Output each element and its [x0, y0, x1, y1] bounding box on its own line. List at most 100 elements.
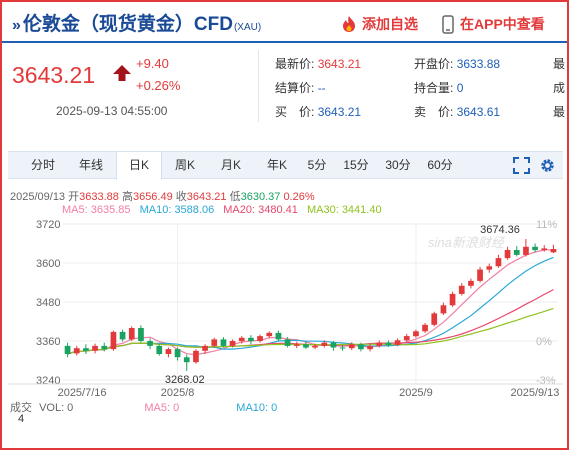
candle-body [257, 336, 263, 341]
quote-buy-value: 3643.21 [317, 105, 362, 119]
candle-body [477, 269, 483, 281]
candle-body [193, 350, 199, 363]
price-change: +9.40 [136, 56, 169, 71]
quote-latest: 最新价: 3643.21 [275, 55, 361, 72]
quote-latest-label: 最新价: [275, 57, 315, 71]
current-price: 3643.21 [12, 62, 96, 88]
candle-body [110, 331, 117, 350]
candle-body [440, 305, 447, 314]
y-tick-label: 3600 [36, 258, 60, 270]
candle-body [303, 344, 309, 348]
pct-tick-label: 0% [536, 336, 552, 348]
arrow-up-icon [113, 65, 131, 81]
add-watchlist-button[interactable]: 添加自选 [340, 13, 418, 35]
add-watchlist-label: 添加自选 [362, 16, 418, 32]
y-tick-label: 3360 [36, 336, 60, 348]
ohlc-open-label: 开 [68, 191, 80, 203]
candle-body [238, 337, 245, 342]
quote-extra-3: 最 [553, 105, 566, 119]
volume-label: 成交 [10, 402, 32, 414]
kline-chart-svg: 3720 11% 3600 3480 3360 0% 3240 -3% 2025/7/16 202… [8, 219, 563, 399]
candle-body [174, 349, 181, 358]
ma10-legend: MA10: 3588.06 [140, 204, 215, 216]
candle-body [330, 342, 337, 348]
candle-body [83, 348, 89, 351]
quote-hold: 持合量: 0 [414, 79, 463, 96]
high-annotation: 3674.36 [480, 224, 520, 236]
candle-body [376, 342, 383, 346]
tab-yearly-k[interactable]: 年K [266, 158, 287, 172]
candle-body [248, 337, 254, 342]
quote-buy-label: 买 价: [275, 105, 315, 119]
ma5-line [67, 249, 554, 356]
ma20-legend: MA20: 3480.41 [223, 204, 298, 216]
sina-watermark: sina新浪财经 [428, 235, 506, 250]
price-change-percent: +0.26% [136, 78, 181, 93]
ma-legend: MA5: 3635.85 MA10: 3588.06 MA20: 3480.41… [62, 204, 388, 216]
ma10-legend-value: 3588.06 [174, 204, 215, 216]
ohlc-close-label: 收 [175, 191, 187, 203]
quote-settle-value: -- [317, 81, 326, 95]
x-tick-label: 2025/9 [399, 387, 433, 399]
candle-body [229, 341, 236, 346]
pct-tick-label: 11% [536, 219, 557, 231]
candle-body [385, 342, 392, 345]
tab-weekly-k[interactable]: 周K [174, 158, 195, 172]
low-annotation: 3268.02 [165, 374, 205, 386]
candle-body [211, 339, 218, 346]
header-divider [2, 41, 567, 43]
y-tick-label: 3240 [36, 375, 60, 387]
title-text: 伦敦金（现货黄金）CFD [22, 14, 233, 35]
candle-body [504, 250, 511, 259]
candle-body [367, 345, 373, 350]
tab-daily-k[interactable]: 日K [116, 152, 162, 180]
quote-sell-label: 卖 价: [414, 105, 454, 119]
ohlc-open: 3633.88 [79, 191, 119, 203]
tab-year-line[interactable]: 年线 [78, 158, 103, 172]
ma5-legend-value: 3635.85 [90, 204, 131, 216]
quote-hold-label: 持合量: [414, 81, 454, 95]
tab-30min[interactable]: 30分 [385, 158, 411, 172]
quote-buy: 买 价: 3643.21 [275, 103, 361, 120]
quote-sell-value: 3643.61 [456, 105, 501, 119]
ma30-legend: MA30: 3441.40 [307, 204, 382, 216]
ohlc-percent: 0.26% [283, 191, 315, 203]
candle-body [403, 336, 410, 341]
tab-intraday[interactable]: 分时 [30, 158, 55, 172]
candle-body [532, 246, 538, 251]
price-divider [258, 50, 259, 122]
quote-open: 开盘价: 3633.88 [414, 55, 500, 72]
candle-body [339, 347, 346, 349]
tab-60min[interactable]: 60分 [427, 158, 453, 172]
candle-body [156, 345, 163, 354]
quote-extra-1: 最 [553, 57, 566, 71]
candle-body [523, 246, 529, 255]
title-subtitle: (XAU) [233, 22, 262, 33]
candle-body [275, 332, 282, 340]
ohlc-date: 2025/09/13 [10, 191, 66, 203]
ma10-legend-label: MA10: [139, 204, 172, 216]
expand-icon[interactable] [513, 157, 530, 174]
settings-gear-icon[interactable] [539, 157, 556, 174]
candle-body [138, 328, 144, 341]
tab-5min[interactable]: 5分 [307, 158, 327, 172]
y-tick-label: 3720 [36, 219, 60, 231]
candle-body [312, 345, 318, 348]
view-in-app-button[interactable]: 在APP中查看 [442, 13, 545, 35]
candle-body [449, 293, 456, 306]
tab-monthly-k[interactable]: 月K [220, 158, 241, 172]
double-chevron-right-icon: » [12, 17, 21, 34]
candle-body [284, 339, 291, 346]
x-tick-label: 2025/7/16 [58, 387, 107, 399]
volume-ma5: MA5: 0 [144, 402, 180, 414]
title-bar: » 伦敦金（现货黄金）CFD(XAU) 添加自选 在APP中查看 [10, 8, 565, 38]
tab-15min[interactable]: 15分 [343, 158, 369, 172]
candle-body [431, 313, 438, 325]
volume-ma10: MA10: 0 [236, 402, 278, 414]
volume-scale: 4 [18, 413, 25, 425]
ma5-legend-label: MA5: [62, 204, 88, 216]
kline-chart[interactable]: 3720 11% 3600 3480 3360 0% 3240 -3% 2025/7/16 202… [8, 182, 563, 425]
pct-tick-label: -3% [536, 375, 556, 387]
candle-body [495, 258, 502, 267]
